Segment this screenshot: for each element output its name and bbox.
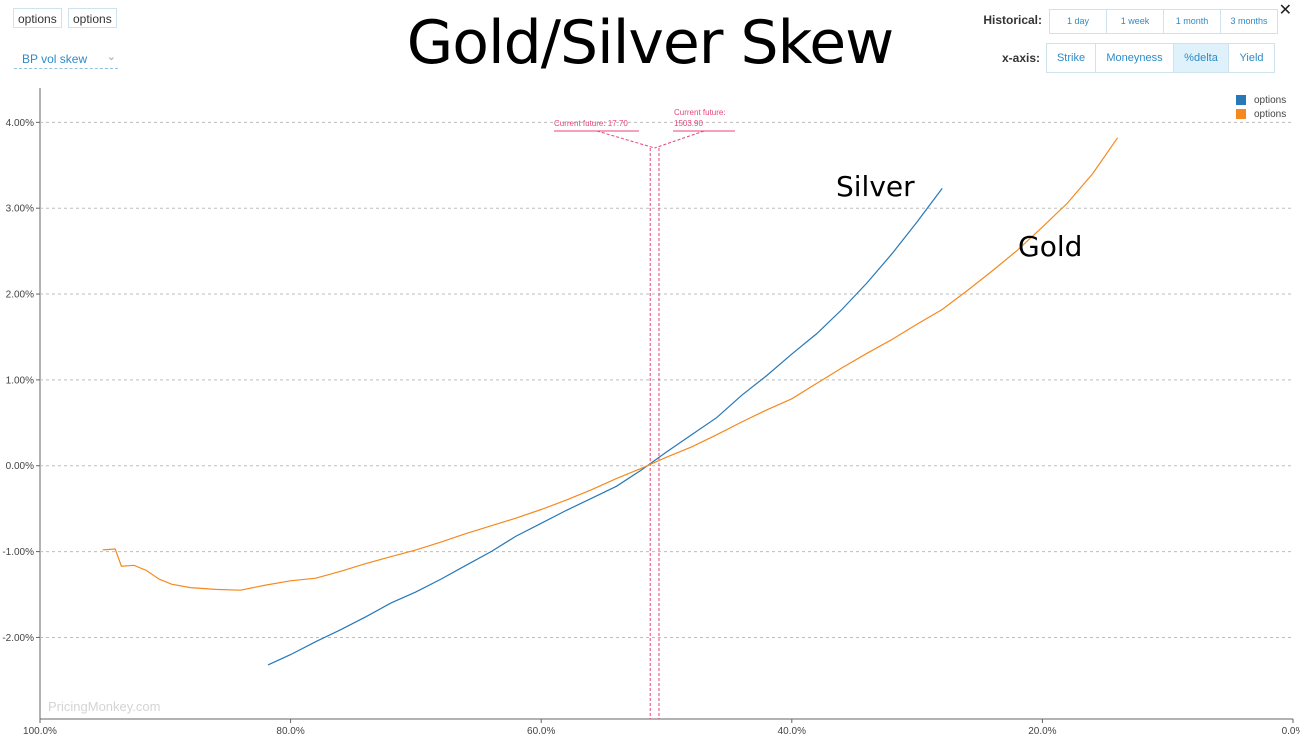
metric-dropdown[interactable]: BP vol skew ⌄ [14,50,118,69]
legend-item-gold[interactable]: options [1236,107,1286,121]
chevron-down-icon: ⌄ [106,51,116,63]
historical-option-1day[interactable]: 1 day [1049,9,1107,34]
x-tick-label: 100.0% [23,726,57,737]
x-tick-label: 20.0% [1028,726,1056,737]
y-tick-label: 0.00% [6,461,34,472]
gold-series-label: Gold [1018,230,1083,263]
historical-option-1month[interactable]: 1 month [1163,9,1221,34]
silver-series-label: Silver [836,170,915,203]
legend-item-silver[interactable]: options [1236,93,1286,107]
x-tick-label: 0.0% [1282,726,1300,737]
gold-future-label-line1: Current future: [674,108,726,117]
legend-swatch-gold [1236,109,1246,119]
legend-label-silver: options [1254,94,1287,106]
y-tick-label: 4.00% [6,118,34,129]
xaxis-option-moneyness[interactable]: Moneyness [1095,43,1174,73]
xaxis-selector: Strike Moneyness %delta Yield [1046,43,1275,73]
close-icon[interactable]: ✕ [1278,2,1292,19]
historical-selector: 1 day 1 week 1 month 3 months [1049,9,1278,34]
xaxis-label: x-axis: [1001,51,1040,65]
y-tick-label: 1.00% [6,375,34,386]
xaxis-option-yield[interactable]: Yield [1228,43,1275,73]
tab-options-2[interactable]: options [68,8,117,28]
legend-label-gold: options [1254,108,1287,120]
y-tick-label: 3.00% [6,204,34,215]
chart-title: Gold/Silver Skew [406,8,894,78]
legend-swatch-silver [1236,95,1246,105]
gold-future-label-line2: 1503.90 [674,119,703,128]
silver-future-connector [596,130,655,149]
metric-dropdown-label: BP vol skew [22,52,88,66]
watermark: PricingMonkey.com [48,699,161,714]
x-tick-label: 40.0% [778,726,806,737]
historical-label: Historical: [983,13,1042,27]
xaxis-option-delta[interactable]: %delta [1173,43,1229,73]
historical-option-3months[interactable]: 3 months [1220,9,1278,34]
y-tick-label: -1.00% [2,547,34,558]
x-tick-label: 80.0% [276,726,304,737]
gold-future-connector [654,130,705,149]
series-line-silver [267,188,943,666]
legend: options options [1236,93,1286,121]
series-line-gold [102,137,1119,591]
silver-future-label: Current future: 17.70 [554,119,628,128]
xaxis-option-strike[interactable]: Strike [1046,43,1096,73]
y-tick-label: 2.00% [6,290,34,301]
y-tick-label: -2.00% [2,633,34,644]
x-tick-label: 60.0% [527,726,555,737]
tab-options-1[interactable]: options [13,8,62,28]
